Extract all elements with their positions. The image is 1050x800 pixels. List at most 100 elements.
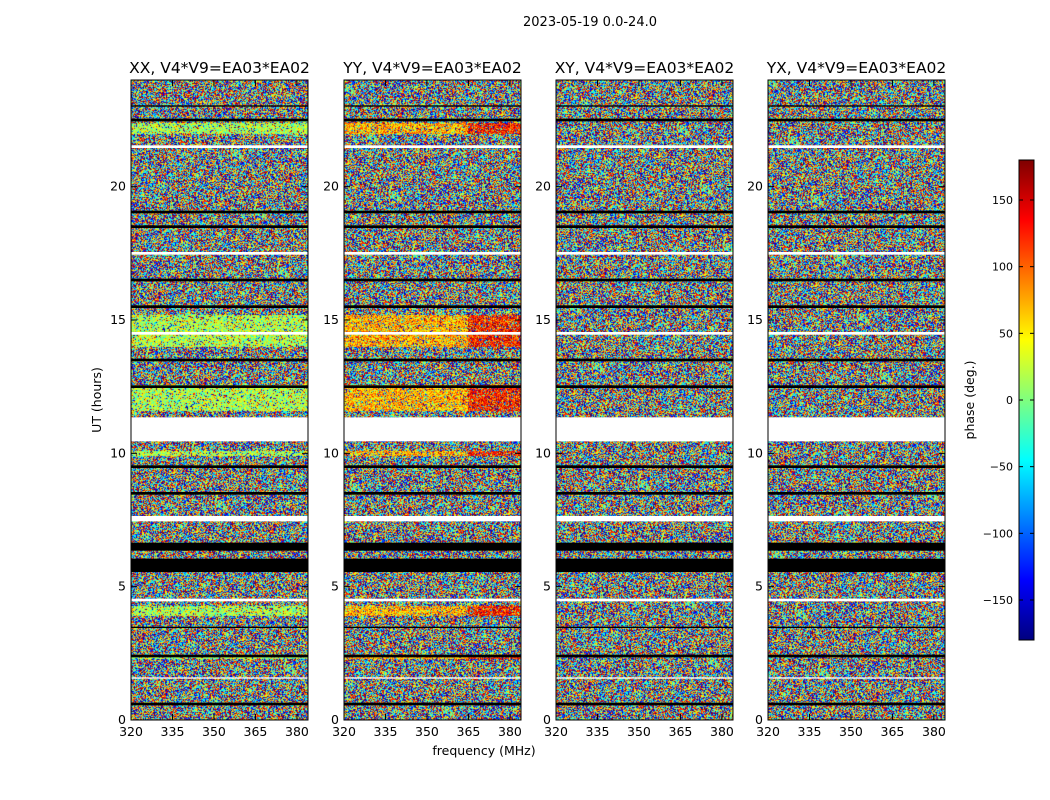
x-tick-label: 350 [839,724,863,739]
panel-title: XX, V4*V9=EA03*EA02 [129,59,310,77]
flagged-band [556,385,733,388]
flagged-band [556,105,733,107]
flagged-band [768,252,945,255]
flagged-band [768,492,945,495]
flagged-band [768,305,945,308]
y-tick-label: 20 [535,179,551,194]
flagged-band [768,626,945,628]
panels-group: XX, V4*V9=EA03*EA02 320 335 350 365 380 0 5 10 15… [110,59,946,739]
x-tick-label: 320 [544,724,568,739]
flagged-band [344,654,521,658]
flagged-band [131,252,308,255]
flagged-band [768,118,945,122]
flagged-band [344,558,521,572]
y-tick-label: 15 [535,312,551,327]
flagged-band [556,305,733,308]
flagged-band [768,558,945,572]
flagged-band [344,492,521,495]
panel-frame [343,79,522,721]
flagged-band [768,225,945,228]
flagged-band [556,278,733,282]
flagged-band [768,542,945,551]
flagged-band [556,558,733,572]
heatmap-cells [344,80,521,720]
flagged-band [131,654,308,658]
flagged-band [556,145,733,148]
flagged-band [131,542,308,551]
x-tick-label: 365 [244,724,268,739]
y-tick-label: 10 [747,445,763,460]
flagged-band [131,358,308,362]
flagged-band [768,654,945,658]
flagged-band [768,417,945,442]
flagged-band [344,516,521,522]
flagged-band [768,677,945,679]
flagged-band [556,417,733,442]
flagged-band [556,516,733,522]
flagged-band [131,516,308,522]
flagged-band [344,210,521,214]
x-tick-label: 365 [669,724,693,739]
y-tick-label: 10 [323,445,339,460]
flagged-band [344,332,521,335]
x-tick-label: 335 [374,724,398,739]
panel-title: YX, V4*V9=EA03*EA02 [766,59,947,77]
flagged-band [131,417,308,442]
flagged-band [131,118,308,122]
y-tick-label: 20 [323,179,339,194]
flagged-band [768,385,945,388]
colorbar-tick-label: 150 [992,194,1013,207]
x-tick-label: 320 [332,724,356,739]
flagged-band [344,358,521,362]
y-tick-label: 10 [110,445,126,460]
flagged-band [131,677,308,679]
flagged-band [556,598,733,602]
flagged-band [556,225,733,228]
flagged-band [768,210,945,214]
x-tick-label: 335 [161,724,185,739]
panel-xx: XX, V4*V9=EA03*EA02 320 335 350 365 380 0 5 10 15… [110,59,310,739]
flagged-band [344,542,521,551]
x-tick-label: 350 [627,724,651,739]
figure-suptitle: 2023-05-19 0.0-24.0 [523,15,657,30]
flagged-band [131,225,308,228]
flagged-band [556,210,733,214]
y-tick-label: 0 [755,712,763,727]
flagged-band [556,677,733,679]
flagged-band [344,465,521,468]
flagged-band [344,626,521,628]
flagged-band [556,626,733,628]
x-tick-label: 335 [798,724,822,739]
x-tick-label: 380 [922,724,946,739]
y-tick-label: 15 [323,312,339,327]
flagged-band [131,278,308,282]
flagged-band [131,305,308,308]
y-tick-label: 20 [747,179,763,194]
flagged-band [556,654,733,658]
flagged-band [768,145,945,148]
y-tick-label: 0 [331,712,339,727]
flagged-band [131,210,308,214]
flagged-band [344,252,521,255]
heatmap-cells [131,80,308,720]
flagged-band [131,702,308,706]
flagged-band [131,626,308,628]
colorbar-tick-label: 100 [992,261,1013,274]
y-tick-label: 0 [118,712,126,727]
x-axis-label: frequency (MHz) [432,743,535,758]
x-tick-label: 365 [457,724,481,739]
flagged-band [344,417,521,442]
flagged-band [768,358,945,362]
panel-title: XY, V4*V9=EA03*EA02 [555,59,735,77]
x-tick-label: 350 [202,724,226,739]
y-tick-label: 0 [543,712,551,727]
flagged-band [344,305,521,308]
flagged-band [556,118,733,122]
flagged-band [556,492,733,495]
flagged-band [344,385,521,388]
y-tick-label: 20 [110,179,126,194]
flagged-band [344,677,521,679]
y-tick-label: 5 [543,579,551,594]
x-tick-label: 320 [119,724,143,739]
